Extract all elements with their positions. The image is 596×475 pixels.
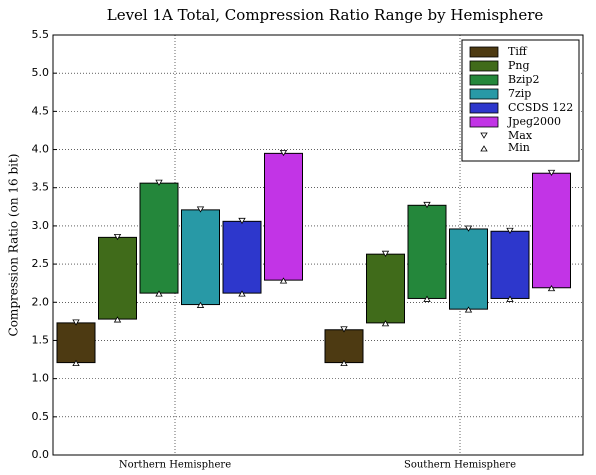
x-tick-label: Southern Hemisphere [404,460,516,471]
max-marker [340,326,348,333]
min-marker [279,277,288,284]
range-bar [139,182,179,294]
min-marker [113,316,122,323]
max-marker [464,225,473,232]
min-marker [506,295,514,302]
y-tick-label: 2.0 [32,295,50,308]
max-marker [72,319,80,326]
legend-label: CCSDS 122 [508,101,573,114]
min-marker [547,284,556,292]
legend-label: Max [508,129,533,142]
legend-swatch [469,74,499,86]
y-tick-label: 5.0 [32,66,50,79]
legend-label: Bzip2 [508,73,539,86]
y-axis-label: Compression Ratio (on 16 bit) [7,154,21,337]
y-tick-label: 4.0 [32,143,50,156]
min-marker [423,295,431,302]
min-marker [155,290,163,297]
max-marker [506,227,514,235]
max-marker [423,201,431,209]
y-tick-label: 1.5 [32,333,50,346]
min-marker [464,306,473,313]
legend-swatch [469,60,499,72]
range-bar [324,329,364,364]
min-marker [72,359,80,366]
range-bar [56,322,96,364]
legend-swatch [469,88,499,100]
legend-label: Png [508,59,530,72]
min-marker [238,290,246,297]
y-tick-label: 3.0 [32,219,50,232]
chart-title: Level 1A Total, Compression Ratio Range … [107,6,544,24]
range-bar [98,236,137,320]
legend-min-marker [480,145,488,152]
range-bar [532,172,571,289]
legend-swatch [469,116,499,128]
x-tick-label: Northern Hemisphere [119,460,231,471]
y-tick-label: 5.5 [32,28,50,41]
y-tick-label: 4.5 [32,104,50,117]
legend-label: 7zip [508,87,531,100]
plot-frame [52,34,584,456]
range-bar [366,253,405,324]
legend-label: Jpeg2000 [507,115,561,128]
range-bar [490,230,530,299]
max-marker [196,206,205,213]
y-tick-label: 3.5 [32,181,50,194]
min-marker [196,301,205,308]
legend-label: Tiff [508,45,528,58]
max-marker [279,149,288,157]
legend-label: Min [508,141,530,154]
max-marker [381,250,390,257]
y-tick-label: 2.5 [32,257,50,270]
y-tick-label: 1.0 [32,372,50,385]
range-bar [449,228,488,310]
range-bar [181,209,220,306]
range-bar [264,152,303,281]
legend-swatch [469,102,499,114]
max-marker [113,233,122,241]
range-bar [222,220,262,294]
legend-max-marker [480,132,488,139]
y-tick-label: 0.0 [32,448,50,461]
max-marker [238,217,246,225]
min-marker [340,359,348,366]
max-marker [547,169,556,176]
min-marker [381,320,390,327]
max-marker [155,179,163,186]
legend-swatch [469,46,499,58]
legend-box [461,39,580,162]
y-tick-label: 0.5 [32,410,50,423]
range-bar [407,204,447,299]
